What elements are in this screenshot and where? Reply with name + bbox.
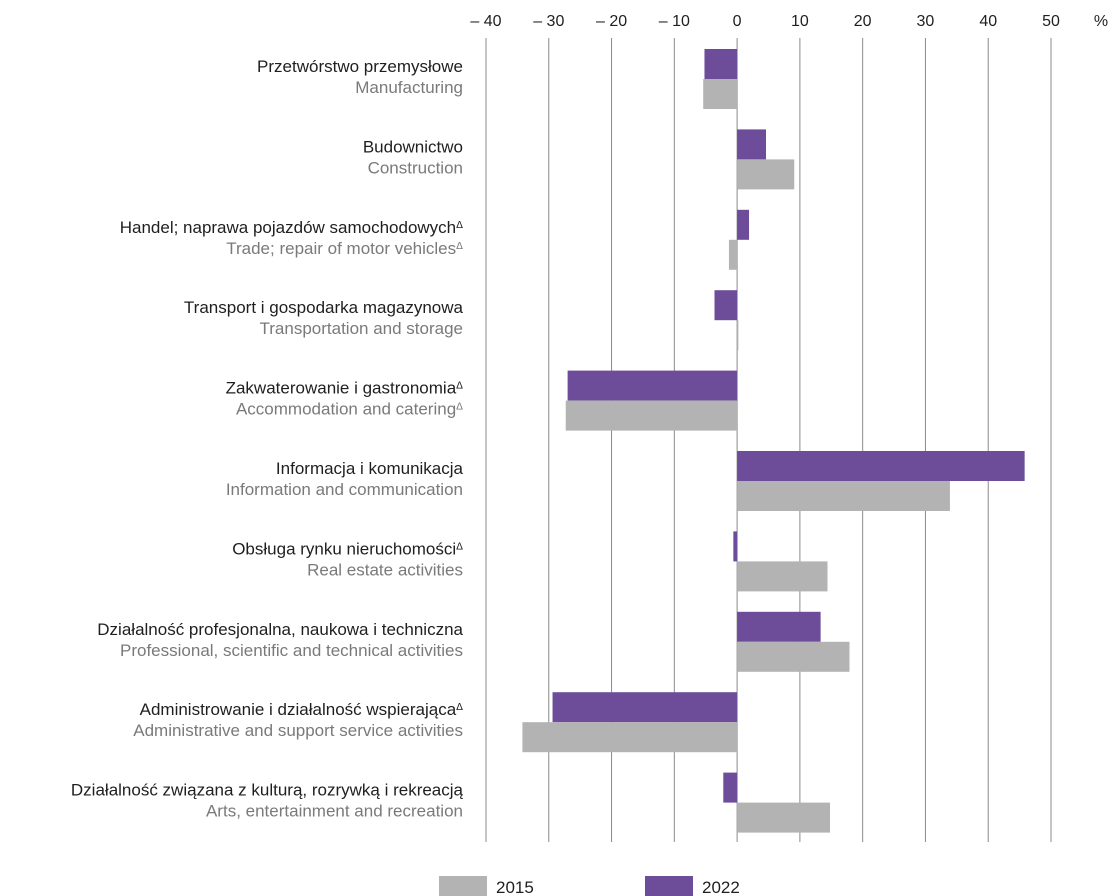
- category-label-en: Construction: [368, 158, 463, 177]
- category-label-en-text: Trade; repair of motor vehicles: [226, 239, 456, 258]
- gridlines: [485, 38, 1052, 842]
- category-label-pl-text: Informacja i komunikacja: [276, 459, 464, 478]
- category-label-pl: Handel; naprawa pojazdów samochodowychΔ: [120, 218, 463, 237]
- category-label-pl: Obsługa rynku nieruchomościΔ: [232, 539, 463, 558]
- x-tick-label: – 40: [470, 13, 501, 30]
- category-label-en-text: Construction: [368, 158, 463, 177]
- category-label-pl-text: Działalność związana z kulturą, rozrywką…: [71, 781, 464, 800]
- category-label-en: Real estate activities: [307, 560, 463, 579]
- bar-2022: [704, 49, 738, 79]
- legend-label-2015: 2015: [496, 878, 534, 896]
- category-label-en: Professional, scientific and technical a…: [120, 641, 463, 660]
- category-label-pl: Działalność profesjonalna, naukowa i tec…: [97, 620, 463, 639]
- category-label-pl: Zakwaterowanie i gastronomiaΔ: [226, 379, 464, 398]
- legend-swatch-2022: [645, 876, 693, 896]
- x-tick-label: 50: [1042, 13, 1060, 30]
- category-label-en-text: Transportation and storage: [260, 319, 464, 338]
- category-label-en: Manufacturing: [355, 78, 463, 97]
- bar-2022: [723, 772, 738, 803]
- x-tick-label: 30: [917, 13, 935, 30]
- bars: [522, 49, 1025, 833]
- bar-2015: [703, 79, 738, 109]
- category-label-en: Administrative and support service activ…: [133, 721, 463, 740]
- footnote-mark: Δ: [456, 541, 463, 552]
- footnote-mark: Δ: [456, 381, 463, 392]
- category-label-pl-text: Zakwaterowanie i gastronomia: [226, 379, 457, 398]
- bar-2022: [567, 370, 738, 401]
- category-label-en-text: Administrative and support service activ…: [133, 721, 463, 740]
- category-label-pl: Budownictwo: [363, 137, 463, 156]
- bar-2022: [737, 129, 766, 160]
- bar-2022: [737, 611, 821, 642]
- category-label-en-text: Accommodation and catering: [236, 400, 456, 419]
- category-label-en: Information and communication: [226, 480, 463, 499]
- category-label-en: Arts, entertainment and recreation: [206, 802, 463, 821]
- category-label-en-text: Manufacturing: [355, 78, 463, 97]
- x-axis-unit: %: [1094, 13, 1108, 30]
- x-tick-label: – 30: [533, 13, 564, 30]
- category-label-pl-text: Przetwórstwo przemysłowe: [257, 57, 463, 76]
- category-label-pl-text: Budownictwo: [363, 137, 463, 156]
- bar-2015: [737, 320, 739, 351]
- bar-2022: [737, 451, 1025, 481]
- footnote-mark: Δ: [456, 220, 463, 231]
- footnote-mark: Δ: [456, 241, 463, 252]
- bar-2015: [737, 481, 950, 511]
- category-label-en: Transportation and storage: [260, 319, 464, 338]
- bar-2022: [733, 531, 738, 562]
- x-tick-label: 20: [854, 13, 872, 30]
- category-label-en: Trade; repair of motor vehiclesΔ: [226, 239, 463, 258]
- bar-2015: [737, 561, 828, 592]
- category-label-pl-text: Administrowanie i działalność wspierając…: [140, 700, 457, 719]
- x-tick-label: 10: [791, 13, 809, 30]
- category-label-pl: Przetwórstwo przemysłowe: [257, 57, 463, 76]
- category-label-pl: Administrowanie i działalność wspierając…: [140, 700, 464, 719]
- bar-2015: [728, 239, 738, 270]
- bar-2015: [737, 159, 795, 190]
- bar-2015: [522, 722, 738, 753]
- category-label-pl-text: Handel; naprawa pojazdów samochodowych: [120, 218, 456, 237]
- legend-label-2022: 2022: [702, 878, 740, 896]
- category-label-pl-text: Działalność profesjonalna, naukowa i tec…: [97, 620, 463, 639]
- category-label-pl-text: Obsługa rynku nieruchomości: [232, 539, 456, 558]
- x-tick-label: – 10: [659, 13, 690, 30]
- bar-2022: [552, 692, 738, 723]
- x-tick-label: 0: [733, 13, 742, 30]
- bar-2022: [737, 209, 750, 240]
- category-label-pl: Działalność związana z kulturą, rozrywką…: [71, 781, 464, 800]
- category-label-en-text: Information and communication: [226, 480, 463, 499]
- category-label-en-text: Arts, entertainment and recreation: [206, 802, 463, 821]
- footnote-mark: Δ: [456, 702, 463, 713]
- x-tick-label: 40: [979, 13, 997, 30]
- category-label-pl: Transport i gospodarka magazynowa: [184, 298, 464, 317]
- bar-2015: [565, 400, 738, 431]
- legend-swatch-2015: [439, 876, 487, 896]
- footnote-mark: Δ: [456, 402, 463, 413]
- category-label-en-text: Real estate activities: [307, 560, 463, 579]
- category-label-en: Accommodation and cateringΔ: [236, 400, 463, 419]
- x-tick-label: – 20: [596, 13, 627, 30]
- bar-2015: [737, 641, 850, 672]
- bar-2015: [737, 802, 831, 833]
- category-labels: Przetwórstwo przemysłowe Manufacturing Bud…: [71, 57, 464, 821]
- legend: 2015 2022: [439, 876, 740, 896]
- category-label-pl-text: Transport i gospodarka magazynowa: [184, 298, 464, 317]
- bar-2022: [714, 290, 738, 321]
- category-label-en-text: Professional, scientific and technical a…: [120, 641, 463, 660]
- category-label-pl: Informacja i komunikacja: [276, 459, 464, 478]
- x-axis-ticks: – 40 – 30 – 20 – 10 0 10 20 30 40 50: [470, 13, 1060, 30]
